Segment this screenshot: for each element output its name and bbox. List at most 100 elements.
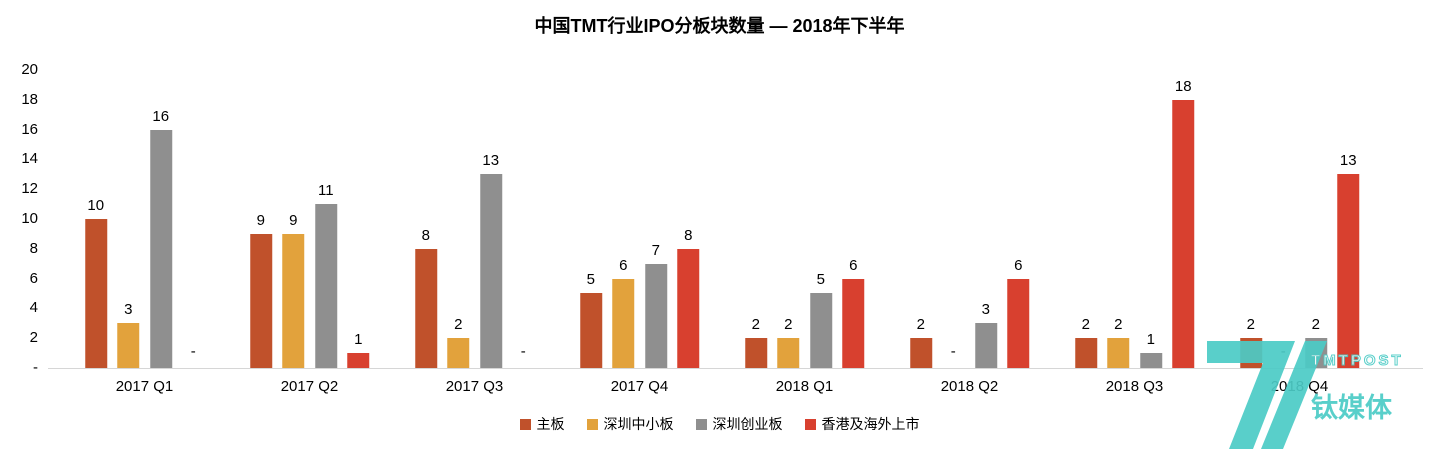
bar-value-label: 9 <box>256 212 265 229</box>
bar-row: 5 6 7 8 <box>579 70 700 368</box>
bar <box>479 174 502 368</box>
bar-value-label: - <box>950 343 956 360</box>
bar-row: 8 2 13 - <box>414 70 535 368</box>
y-tick-label: 10 <box>21 210 38 227</box>
legend-label: 主板 <box>536 416 565 432</box>
bar-value-label: 1 <box>354 331 363 348</box>
bar-slot: 3 <box>974 70 997 368</box>
y-tick-label: 16 <box>21 120 38 138</box>
bar-value-label: 10 <box>87 197 105 214</box>
x-axis-label: 2017 Q4 <box>610 378 669 395</box>
legend-item: 主板 <box>519 414 565 434</box>
legend-swatch <box>586 418 598 430</box>
legend-swatch <box>804 418 816 430</box>
bar-group: 8 2 13 - 2017 Q3 <box>392 70 557 395</box>
bar <box>809 293 832 368</box>
bar-slot: 9 <box>249 70 272 368</box>
legend-item: 香港及海外上市 <box>804 414 920 434</box>
bar <box>842 279 865 368</box>
bar-value-label: 2 <box>751 316 760 333</box>
bar <box>1074 338 1097 368</box>
bar-group: 2 2 1 18 2018 Q3 <box>1052 70 1217 395</box>
bar-slot: 16 <box>149 70 172 368</box>
y-tick-label: 8 <box>29 239 38 257</box>
bar <box>447 338 470 368</box>
bar-slot: 9 <box>282 70 305 368</box>
bar-value-label: 7 <box>651 242 660 259</box>
bar-row: 9 9 11 1 <box>249 70 370 368</box>
legend-item: 深圳中小板 <box>586 414 674 434</box>
legend-swatch <box>519 418 531 430</box>
bar <box>644 264 667 368</box>
bar-group: 5 6 7 8 2017 Q4 <box>557 70 722 395</box>
bar-value-label: 3 <box>124 301 133 318</box>
bar-value-label: 8 <box>684 227 693 244</box>
bar-value-label: 2 <box>784 316 793 333</box>
x-axis-label: 2018 Q3 <box>1105 378 1164 395</box>
bar-slot: 8 <box>677 70 700 368</box>
bar-value-label: 13 <box>482 152 500 169</box>
bar <box>579 293 602 368</box>
bar-slot: 10 <box>84 70 107 368</box>
bar-group: 9 9 11 1 2017 Q2 <box>227 70 392 395</box>
bar <box>1172 100 1195 368</box>
bar-row: 2 - 2 13 <box>1239 70 1360 368</box>
y-tick-label: 20 <box>21 61 38 78</box>
bar <box>347 353 370 368</box>
bar-row: 2 - 3 6 <box>909 70 1030 368</box>
x-axis-label: 2018 Q4 <box>1270 378 1329 395</box>
bar-slot: 6 <box>612 70 635 368</box>
bar-slot: - <box>1272 70 1294 368</box>
bar-slot: 11 <box>314 70 337 368</box>
x-axis-label: 2017 Q2 <box>280 378 339 395</box>
bar-slot: 13 <box>1337 70 1360 368</box>
bar <box>612 279 635 368</box>
y-tick-label: 4 <box>29 299 38 317</box>
bar <box>1139 353 1162 368</box>
bar-slot: 7 <box>644 70 667 368</box>
chart-title: 中国TMT行业IPO分板块数量 — 2018年下半年 <box>534 16 905 36</box>
legend-item: 深圳创业板 <box>695 414 783 434</box>
bar <box>1239 338 1262 368</box>
bar <box>414 249 437 368</box>
bar-slot: 5 <box>809 70 832 368</box>
bar-value-label: 6 <box>849 257 858 274</box>
x-axis-label: 2017 Q3 <box>445 378 504 395</box>
bar-slot: 18 <box>1172 70 1195 368</box>
bar <box>1007 279 1030 368</box>
y-tick-label: 18 <box>21 90 38 108</box>
bar-value-label: - <box>1280 343 1286 360</box>
bar <box>249 234 272 368</box>
bar <box>744 338 767 368</box>
bar-slot: 6 <box>1007 70 1030 368</box>
bar <box>777 338 800 368</box>
bar-group: 2 - 2 13 2018 Q4 <box>1217 70 1382 395</box>
y-tick-label: 2 <box>29 329 38 347</box>
bar-value-label: 2 <box>1114 316 1123 333</box>
x-axis-label: 2017 Q1 <box>115 378 174 395</box>
bar-slot: 2 <box>909 70 932 368</box>
legend-swatch <box>695 418 707 430</box>
legend-label: 深圳创业板 <box>712 416 783 432</box>
plot-area: 10 3 16-2017 Q1 9 9 11 1 2017 Q2 8 2 13-2017 Q3 5 6 7… <box>62 70 1382 395</box>
bar-value-label: - <box>520 343 526 360</box>
bar-slot: 1 <box>347 70 370 368</box>
bar-value-label: 2 <box>1246 316 1255 333</box>
bar-value-label: 18 <box>1174 78 1192 95</box>
bar-value-label: 5 <box>816 271 825 288</box>
bar-value-label: 1 <box>1146 331 1155 348</box>
bar-value-label: 5 <box>586 271 595 288</box>
legend: 主板 深圳中小板 深圳创业板 香港及海外上市 <box>0 414 1439 434</box>
bar-value-label: 16 <box>152 108 170 125</box>
bar-slot: 5 <box>579 70 602 368</box>
x-axis-label: 2018 Q2 <box>940 378 999 395</box>
bar-slot: - <box>512 70 534 368</box>
bar-row: 2 2 1 18 <box>1074 70 1195 368</box>
bar <box>282 234 305 368</box>
bar-slot: 2 <box>1074 70 1097 368</box>
bar-slot: 8 <box>414 70 437 368</box>
legend-label: 香港及海外上市 <box>821 416 920 432</box>
bar-group: 2 - 3 6 2018 Q2 <box>887 70 1052 395</box>
bar-slot: 2 <box>1304 70 1327 368</box>
bar <box>117 323 140 368</box>
